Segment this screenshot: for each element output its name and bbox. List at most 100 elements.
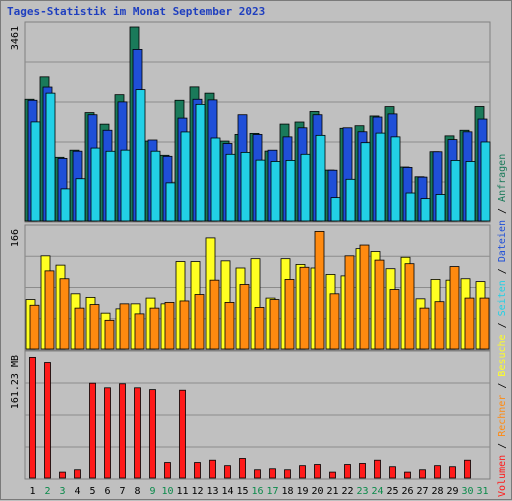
panel-bottom: 161.23 MB <box>10 350 491 480</box>
bar-volumen-day-14 <box>224 465 231 479</box>
bar-seiten-day-24 <box>375 132 386 222</box>
bar-seiten-day-6 <box>105 150 116 222</box>
bar-volumen-day-12 <box>194 462 201 479</box>
bar-volumen-day-13 <box>209 459 216 479</box>
x-tick-label-14: 14 <box>221 486 233 497</box>
bar-volumen-day-3 <box>59 471 66 479</box>
bar-seiten-day-15 <box>240 151 251 222</box>
legend-separator: / <box>497 316 508 334</box>
bar-rechner-day-20 <box>314 231 325 350</box>
bar-seiten-day-16 <box>255 159 266 222</box>
bar-rechner-day-4 <box>74 307 85 350</box>
bar-rechner-day-18 <box>284 279 295 350</box>
x-tick-label-17: 17 <box>266 486 278 497</box>
bar-rechner-day-12 <box>194 294 205 350</box>
bar-volumen-day-25 <box>389 466 396 479</box>
bar-volumen-day-23 <box>359 463 366 479</box>
bar-rechner-day-28 <box>434 301 445 350</box>
bar-volumen-day-2 <box>44 362 51 479</box>
bar-volumen-day-24 <box>374 459 381 479</box>
panel-scale-label: 166 <box>10 229 21 247</box>
bar-rechner-day-27 <box>419 307 430 350</box>
bar-rechner-day-8 <box>134 313 145 350</box>
bar-rechner-day-22 <box>344 255 355 350</box>
legend-separator: / <box>497 262 508 280</box>
bar-volumen-day-6 <box>104 387 111 479</box>
x-tick-label-10: 10 <box>161 486 173 497</box>
bar-seiten-day-27 <box>420 198 431 222</box>
legend-besuche: Besuche <box>497 334 508 376</box>
x-tick-label-5: 5 <box>89 486 95 497</box>
bar-rechner-day-31 <box>479 297 490 350</box>
bar-seiten-day-7 <box>120 149 131 222</box>
bar-seiten-day-19 <box>300 153 311 222</box>
x-tick-label-30: 30 <box>461 486 473 497</box>
bar-seiten-day-28 <box>435 194 446 222</box>
x-tick-label-12: 12 <box>191 486 203 497</box>
bar-rechner-day-30 <box>464 297 475 350</box>
bar-rechner-day-7 <box>119 303 130 350</box>
bar-volumen-day-19 <box>299 465 306 479</box>
bar-seiten-day-8 <box>135 89 146 222</box>
bar-rechner-day-29 <box>449 266 460 350</box>
x-tick-label-26: 26 <box>401 486 413 497</box>
bar-volumen-day-18 <box>284 469 291 479</box>
bar-volumen-day-21 <box>329 471 336 479</box>
panel-scale-label: 3461 <box>10 26 21 50</box>
bar-rechner-day-19 <box>299 266 310 350</box>
bar-volumen-day-16 <box>254 469 261 479</box>
legend-dateien: Dateien <box>497 220 508 262</box>
bar-seiten-day-13 <box>210 137 221 222</box>
bar-volumen-day-1 <box>29 356 36 479</box>
bar-rechner-day-16 <box>254 307 265 350</box>
x-tick-label-11: 11 <box>176 486 188 497</box>
bar-rechner-day-3 <box>59 278 70 350</box>
bar-seiten-day-22 <box>345 178 356 222</box>
bar-rechner-day-2 <box>44 270 55 350</box>
bar-seiten-day-10 <box>165 182 176 222</box>
bar-rechner-day-11 <box>179 300 190 350</box>
x-tick-label-31: 31 <box>476 486 488 497</box>
bar-volumen-day-11 <box>179 389 186 479</box>
panel-middle: 166 <box>10 224 491 351</box>
x-tick-label-18: 18 <box>281 486 293 497</box>
x-tick-label-22: 22 <box>341 486 353 497</box>
bar-seiten-day-12 <box>195 103 206 222</box>
bar-rechner-day-6 <box>104 319 115 350</box>
bar-seiten-day-30 <box>465 161 476 222</box>
bar-seiten-day-9 <box>150 150 161 222</box>
bar-volumen-day-30 <box>464 459 471 479</box>
x-tick-label-23: 23 <box>356 486 368 497</box>
bar-volumen-day-29 <box>449 466 456 479</box>
bar-volumen-day-22 <box>344 464 351 479</box>
panel-top: 3461 <box>10 21 491 223</box>
bar-volumen-day-26 <box>404 471 411 479</box>
legend-separator: / <box>497 202 508 220</box>
bar-seiten-day-4 <box>75 178 86 222</box>
x-tick-label-20: 20 <box>311 486 323 497</box>
bar-volumen-day-20 <box>314 464 321 479</box>
bar-rechner-day-1 <box>29 304 40 350</box>
x-tick-label-28: 28 <box>431 486 443 497</box>
bar-seiten-day-14 <box>225 153 236 222</box>
bar-seiten-day-1 <box>30 121 41 222</box>
bar-seiten-day-23 <box>360 142 371 222</box>
legend-volumen: Volumen <box>497 455 508 497</box>
chart-title: Tages-Statistik im Monat September 2023 <box>7 5 265 18</box>
bar-rechner-day-24 <box>374 259 385 350</box>
x-tick-label-1: 1 <box>29 486 35 497</box>
bar-volumen-day-5 <box>89 382 96 479</box>
bar-seiten-day-25 <box>390 136 401 222</box>
legend: Volumen / Rechner / Besuche / Seiten / D… <box>497 154 508 497</box>
panel-scale-label: 161.23 MB <box>10 355 21 409</box>
bar-volumen-day-28 <box>434 465 441 479</box>
bar-seiten-day-11 <box>180 131 191 222</box>
bar-seiten-day-5 <box>90 147 101 222</box>
x-tick-label-16: 16 <box>251 486 263 497</box>
bar-rechner-day-25 <box>389 289 400 350</box>
bar-volumen-day-27 <box>419 469 426 479</box>
x-tick-label-7: 7 <box>119 486 125 497</box>
bar-rechner-day-15 <box>239 284 250 350</box>
bar-rechner-day-26 <box>404 263 415 350</box>
